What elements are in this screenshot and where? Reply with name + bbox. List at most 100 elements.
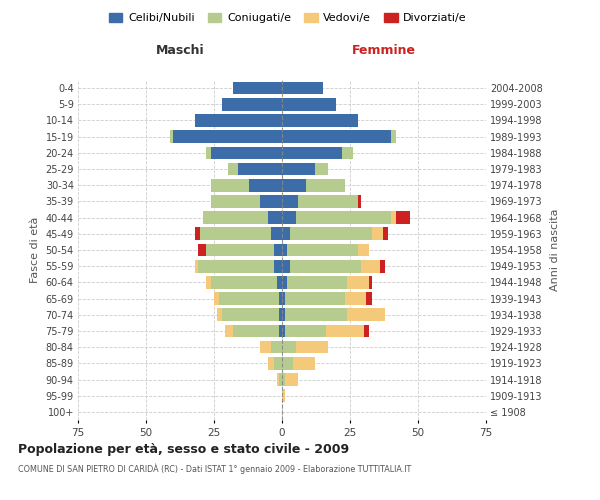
Bar bbox=[214, 292, 220, 305]
Bar bbox=[396, 212, 410, 224]
Bar bbox=[282, 130, 391, 143]
Bar bbox=[260, 341, 271, 353]
Bar bbox=[279, 292, 282, 305]
Bar bbox=[296, 212, 391, 224]
Bar bbox=[282, 146, 342, 159]
Bar bbox=[314, 162, 328, 175]
Bar bbox=[358, 244, 369, 256]
Bar bbox=[282, 390, 285, 402]
Bar bbox=[238, 162, 282, 175]
Bar bbox=[211, 146, 282, 159]
Bar bbox=[282, 212, 296, 224]
Bar bbox=[380, 260, 385, 272]
Bar bbox=[250, 179, 282, 192]
Text: Femmine: Femmine bbox=[352, 44, 416, 58]
Bar bbox=[285, 292, 344, 305]
Bar bbox=[282, 324, 285, 338]
Bar bbox=[290, 260, 361, 272]
Bar bbox=[206, 244, 274, 256]
Bar bbox=[285, 373, 298, 386]
Text: Maschi: Maschi bbox=[155, 44, 205, 58]
Bar bbox=[347, 308, 385, 321]
Text: COMUNE DI SAN PIETRO DI CARIDÀ (RC) - Dati ISTAT 1° gennaio 2009 - Elaborazione : COMUNE DI SAN PIETRO DI CARIDÀ (RC) - Da… bbox=[18, 464, 411, 474]
Bar bbox=[271, 228, 282, 240]
Bar bbox=[233, 324, 279, 338]
Bar bbox=[282, 82, 323, 94]
Bar bbox=[203, 212, 268, 224]
Bar bbox=[282, 98, 337, 110]
Y-axis label: Fasce di età: Fasce di età bbox=[30, 217, 40, 283]
Bar bbox=[372, 228, 383, 240]
Bar bbox=[274, 244, 282, 256]
Bar bbox=[200, 228, 271, 240]
Bar bbox=[195, 114, 282, 127]
Bar bbox=[173, 130, 282, 143]
Bar bbox=[222, 98, 282, 110]
Bar bbox=[271, 341, 282, 353]
Bar bbox=[277, 373, 279, 386]
Bar bbox=[347, 276, 369, 288]
Bar bbox=[383, 228, 388, 240]
Bar bbox=[344, 292, 367, 305]
Bar bbox=[361, 260, 380, 272]
Bar bbox=[268, 212, 282, 224]
Bar bbox=[391, 212, 396, 224]
Bar bbox=[369, 276, 372, 288]
Bar bbox=[367, 292, 372, 305]
Bar bbox=[195, 260, 197, 272]
Text: Popolazione per età, sesso e stato civile - 2009: Popolazione per età, sesso e stato civil… bbox=[18, 442, 349, 456]
Bar bbox=[211, 276, 277, 288]
Bar bbox=[197, 244, 206, 256]
Bar bbox=[206, 276, 211, 288]
Bar bbox=[268, 357, 274, 370]
Bar bbox=[358, 195, 361, 207]
Bar bbox=[217, 308, 222, 321]
Bar bbox=[298, 195, 358, 207]
Bar bbox=[282, 276, 287, 288]
Bar bbox=[364, 324, 369, 338]
Legend: Celibi/Nubili, Coniugati/e, Vedovi/e, Divorziati/e: Celibi/Nubili, Coniugati/e, Vedovi/e, Di… bbox=[105, 8, 471, 28]
Bar bbox=[326, 324, 364, 338]
Y-axis label: Anni di nascita: Anni di nascita bbox=[550, 208, 560, 291]
Bar bbox=[342, 146, 353, 159]
Bar bbox=[225, 324, 233, 338]
Bar bbox=[287, 244, 358, 256]
Bar bbox=[282, 114, 358, 127]
Bar bbox=[282, 228, 290, 240]
Bar bbox=[233, 82, 282, 94]
Bar bbox=[206, 146, 211, 159]
Bar bbox=[197, 260, 274, 272]
Bar bbox=[282, 341, 296, 353]
Bar bbox=[170, 130, 173, 143]
Bar bbox=[260, 195, 282, 207]
Bar bbox=[211, 179, 250, 192]
Bar bbox=[282, 195, 298, 207]
Bar bbox=[274, 260, 282, 272]
Bar bbox=[227, 162, 238, 175]
Bar bbox=[282, 292, 285, 305]
Bar bbox=[293, 357, 314, 370]
Bar bbox=[277, 276, 282, 288]
Bar bbox=[296, 341, 328, 353]
Bar bbox=[282, 373, 285, 386]
Bar bbox=[282, 179, 307, 192]
Bar bbox=[307, 179, 344, 192]
Bar bbox=[222, 308, 279, 321]
Bar bbox=[195, 228, 200, 240]
Bar bbox=[282, 244, 287, 256]
Bar bbox=[274, 357, 282, 370]
Bar bbox=[285, 324, 326, 338]
Bar bbox=[282, 357, 293, 370]
Bar bbox=[282, 260, 290, 272]
Bar bbox=[279, 373, 282, 386]
Bar bbox=[282, 308, 285, 321]
Bar bbox=[211, 195, 260, 207]
Bar bbox=[287, 276, 347, 288]
Bar bbox=[279, 308, 282, 321]
Bar bbox=[290, 228, 372, 240]
Bar bbox=[285, 308, 347, 321]
Bar bbox=[282, 162, 314, 175]
Bar bbox=[220, 292, 279, 305]
Bar bbox=[279, 324, 282, 338]
Bar bbox=[391, 130, 396, 143]
